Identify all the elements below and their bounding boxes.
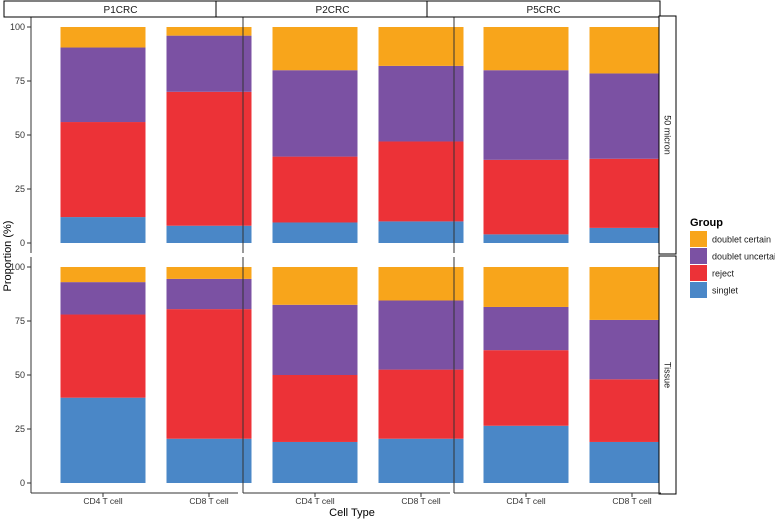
- bar-segment-doublet-uncertain-cd4-t-cell: [483, 70, 569, 160]
- bar-segment-singlet-cd8-t-cell: [589, 227, 675, 243]
- x-tick-label: CD8 T cell: [612, 496, 651, 506]
- row-strip-50-micron: 50 micron: [658, 15, 677, 255]
- legend-item-doublet-certain: doublet certain: [690, 231, 771, 247]
- facet-strip-label: P2CRC: [316, 5, 350, 16]
- x-tick-label: CD4 T cell: [83, 496, 122, 506]
- bar-segment-singlet-cd8-t-cell: [378, 221, 464, 243]
- row-strip-label: 50 micron: [663, 115, 673, 155]
- bar-segment-doublet-uncertain-cd8-t-cell: [166, 278, 252, 310]
- bar-segment-singlet-cd8-t-cell: [166, 225, 252, 243]
- y-tick-label: 100: [10, 262, 25, 272]
- bar-segment-singlet-cd4-t-cell: [60, 217, 146, 243]
- y-tick-label: 75: [15, 76, 25, 86]
- legend-item-reject: reject: [690, 265, 735, 281]
- legend-swatch: [690, 282, 707, 298]
- bar-segment-doublet-certain-cd8-t-cell: [166, 267, 252, 279]
- bar-segment-singlet-cd4-t-cell: [483, 425, 569, 483]
- bar-segment-singlet-cd4-t-cell: [483, 234, 569, 243]
- panel-tissue-p2crc: [242, 257, 464, 493]
- bar-segment-singlet-cd8-t-cell: [166, 438, 252, 483]
- bar-segment-doublet-uncertain-cd4-t-cell: [272, 304, 358, 375]
- row-strip-label: Tissue: [663, 362, 673, 388]
- row-strip-tissue: Tissue: [658, 255, 677, 495]
- bar-segment-reject-cd8-t-cell: [378, 141, 464, 222]
- bar-segment-reject-cd4-t-cell: [483, 350, 569, 426]
- bar-segment-singlet-cd8-t-cell: [378, 438, 464, 483]
- bar-segment-reject-cd4-t-cell: [272, 156, 358, 223]
- legend-label: doublet uncertain: [712, 252, 775, 262]
- y-tick-label: 50: [15, 130, 25, 140]
- bar-segment-doublet-uncertain-cd8-t-cell: [378, 65, 464, 142]
- facet-strip-p5crc: P5CRC: [426, 0, 661, 18]
- bar-segment-doublet-certain-cd4-t-cell: [483, 267, 569, 307]
- bar-segment-doublet-uncertain-cd8-t-cell: [166, 35, 252, 92]
- bar-segment-singlet-cd4-t-cell: [272, 441, 358, 483]
- bar-segment-reject-cd8-t-cell: [166, 309, 252, 439]
- legend-label: singlet: [712, 286, 739, 296]
- x-tick-label: CD8 T cell: [401, 496, 440, 506]
- panel-50-micron-p5crc: [453, 17, 675, 253]
- legend: Group doublet certain doublet uncertain re…: [690, 217, 775, 298]
- bar-segment-doublet-uncertain-cd8-t-cell: [378, 300, 464, 370]
- panel-tissue-p1crc: [30, 257, 252, 493]
- y-tick-label: 25: [15, 184, 25, 194]
- bar-segment-reject-cd4-t-cell: [60, 314, 146, 398]
- x-axis-title: Cell Type: [329, 507, 375, 519]
- bar-segment-reject-cd4-t-cell: [483, 159, 569, 235]
- bar-segment-doublet-certain-cd4-t-cell: [483, 27, 569, 71]
- legend-item-doublet-uncertain: doublet uncertain: [690, 248, 775, 264]
- y-tick-label: 25: [15, 424, 25, 434]
- bar-segment-reject-cd8-t-cell: [166, 91, 252, 226]
- bar-segment-doublet-uncertain-cd4-t-cell: [60, 282, 146, 315]
- bar-segment-doublet-uncertain-cd4-t-cell: [483, 306, 569, 351]
- legend-label: doublet certain: [712, 235, 771, 245]
- x-tick-label: CD4 T cell: [295, 496, 334, 506]
- facet-strip-p1crc: P1CRC: [3, 0, 238, 18]
- legend-swatch: [690, 231, 707, 247]
- y-tick-label: 0: [20, 478, 25, 488]
- legend-title: Group: [690, 217, 723, 229]
- facet-strip-box: [426, 0, 661, 18]
- bar-segment-doublet-certain-cd4-t-cell: [272, 27, 358, 71]
- x-tick-label: CD4 T cell: [506, 496, 545, 506]
- bar-segment-doublet-certain-cd8-t-cell: [378, 267, 464, 301]
- facet-strip-label: P5CRC: [527, 5, 561, 16]
- y-axis-title: Proportion (%): [2, 221, 14, 292]
- bar-segment-singlet-cd4-t-cell: [272, 222, 358, 243]
- bar-segment-doublet-certain-cd8-t-cell: [378, 27, 464, 66]
- panel-50-micron-p2crc: [242, 17, 464, 253]
- panel-50-micron-p1crc: [30, 17, 252, 253]
- axes-layer: CD4 T cell CD8 T cell CD4 T cell CD8 T cell…: [10, 22, 661, 506]
- legend-item-singlet: singlet: [690, 282, 739, 298]
- panel-tissue-p5crc: [453, 257, 675, 493]
- bar-segment-reject-cd4-t-cell: [272, 375, 358, 442]
- bar-segment-doublet-uncertain-cd4-t-cell: [272, 70, 358, 157]
- bar-segment-doublet-certain-cd8-t-cell: [166, 27, 252, 36]
- facet-strips-layer: P1CRC P2CRC P5CRC 50 micron Tissue: [3, 0, 677, 495]
- y-tick-label: 50: [15, 370, 25, 380]
- bar-segment-doublet-certain-cd4-t-cell: [60, 267, 146, 283]
- y-tick-label: 75: [15, 316, 25, 326]
- facet-strip-label: P1CRC: [104, 5, 138, 16]
- y-tick-label: 0: [20, 238, 25, 248]
- y-tick-label: 100: [10, 22, 25, 32]
- legend-swatch: [690, 248, 707, 264]
- bar-segment-reject-cd8-t-cell: [378, 369, 464, 439]
- bar-segment-singlet-cd4-t-cell: [60, 397, 146, 483]
- legend-swatch: [690, 265, 707, 281]
- bar-segment-doublet-uncertain-cd4-t-cell: [60, 47, 146, 123]
- legend-label: reject: [712, 269, 735, 279]
- panels-layer: [30, 17, 675, 493]
- x-tick-label: CD8 T cell: [189, 496, 228, 506]
- facet-strip-p2crc: P2CRC: [215, 0, 450, 18]
- bar-segment-doublet-certain-cd4-t-cell: [60, 27, 146, 48]
- bar-segment-doublet-certain-cd4-t-cell: [272, 267, 358, 305]
- row-strip-box: [658, 255, 677, 495]
- row-strip-box: [658, 15, 677, 255]
- bar-segment-reject-cd4-t-cell: [60, 122, 146, 218]
